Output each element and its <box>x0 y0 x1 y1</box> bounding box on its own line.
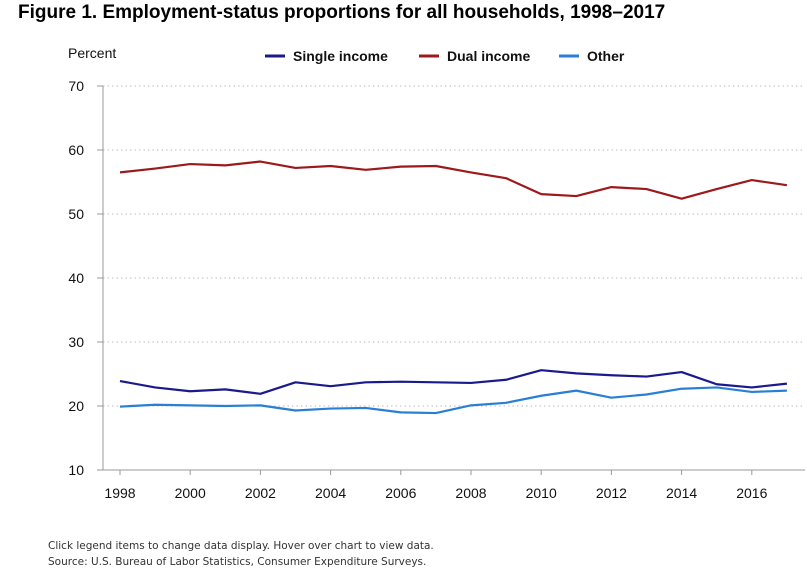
y-tick-label: 40 <box>68 270 84 286</box>
x-tick-label: 2006 <box>385 485 416 501</box>
y-tick-label: 70 <box>68 78 84 94</box>
x-tick-label: 2002 <box>245 485 276 501</box>
legend-item[interactable]: Single income <box>293 48 388 64</box>
x-tick-label: 2000 <box>175 485 206 501</box>
legend-item[interactable]: Dual income <box>447 48 530 64</box>
line-chart[interactable]: 10 20 30 40 50 60 70 1998 2000 2002 2004 2006 2008 20… <box>0 0 807 530</box>
x-tick-label: 2004 <box>315 485 346 501</box>
source-note: Source: U.S. Bureau of Labor Statistics,… <box>48 556 427 568</box>
y-tick-label: 60 <box>68 142 84 158</box>
x-tick-label: 2008 <box>455 485 486 501</box>
y-axis-label: Percent <box>68 45 116 61</box>
legend-item[interactable]: Other <box>587 48 625 64</box>
x-tick-label: 1998 <box>104 485 135 501</box>
series-line-other[interactable] <box>119 386 787 415</box>
chart-instructions: Click legend items to change data displa… <box>48 540 434 552</box>
y-tick-label: 30 <box>68 334 84 350</box>
y-tick-label: 10 <box>68 462 84 478</box>
series-line-single-income[interactable] <box>119 369 788 395</box>
y-tick-label: 20 <box>68 398 84 414</box>
x-tick-label: 2012 <box>596 485 627 501</box>
x-tick-label: 2010 <box>526 485 557 501</box>
chart-title: Figure 1. Employment-status proportions … <box>18 2 666 23</box>
x-tick-label: 2016 <box>736 485 767 501</box>
series-line-dual-income[interactable] <box>119 160 788 200</box>
y-tick-label: 50 <box>68 206 84 222</box>
x-tick-label: 2014 <box>666 485 697 501</box>
